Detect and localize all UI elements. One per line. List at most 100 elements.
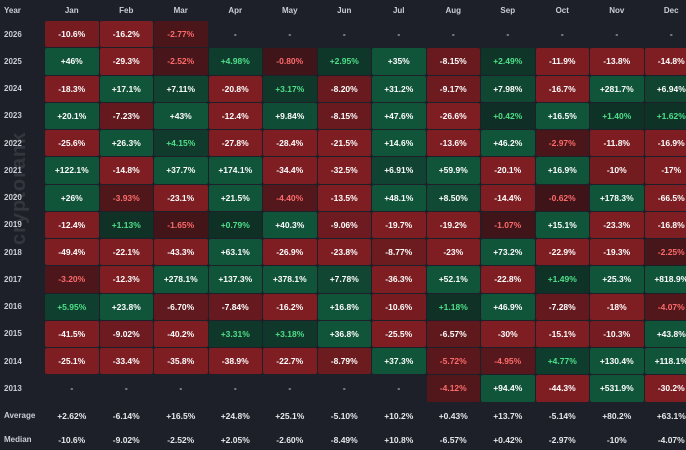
heatmap-cell[interactable]: +2.49% [481,48,535,74]
heatmap-cell[interactable]: -3.20% [45,266,99,292]
heatmap-cell[interactable]: +281.7% [590,76,644,102]
heatmap-cell[interactable]: -36.3% [372,266,426,292]
heatmap-cell[interactable]: +40.3% [263,212,317,238]
heatmap-cell[interactable]: +23.8% [100,294,154,320]
heatmap-cell[interactable]: -16.2% [263,294,317,320]
heatmap-cell[interactable]: +174.1% [209,157,263,183]
heatmap-cell[interactable]: -3.93% [100,185,154,211]
heatmap-cell[interactable]: +7.98% [481,76,535,102]
heatmap-cell[interactable]: -2.25% [645,239,686,265]
heatmap-cell[interactable]: -14.8% [645,48,686,74]
heatmap-cell[interactable]: - [154,375,208,401]
heatmap-cell[interactable]: - [372,375,426,401]
heatmap-cell[interactable]: -26.6% [427,103,481,129]
heatmap-cell[interactable]: +1.18% [427,294,481,320]
heatmap-cell[interactable]: -8.77% [372,239,426,265]
heatmap-cell[interactable]: -20.1% [481,157,535,183]
heatmap-cell[interactable]: -33.4% [100,348,154,374]
heatmap-cell[interactable]: -0.80% [263,48,317,74]
heatmap-cell[interactable]: +178.3% [590,185,644,211]
heatmap-cell[interactable]: +378.1% [263,266,317,292]
heatmap-cell[interactable]: -20.8% [209,76,263,102]
heatmap-cell[interactable]: -22.7% [263,348,317,374]
heatmap-cell[interactable]: -38.9% [209,348,263,374]
heatmap-cell[interactable]: -10.6% [45,21,99,47]
heatmap-cell[interactable]: -6.57% [427,321,481,347]
heatmap-cell[interactable]: +73.2% [481,239,535,265]
heatmap-cell[interactable]: +3.18% [263,321,317,347]
heatmap-cell[interactable]: - [481,21,535,47]
heatmap-cell[interactable]: -16.8% [645,212,686,238]
heatmap-cell[interactable]: -9.06% [318,212,372,238]
heatmap-cell[interactable]: +9.84% [263,103,317,129]
heatmap-cell[interactable]: - [372,21,426,47]
heatmap-cell[interactable]: +46.2% [481,130,535,156]
heatmap-cell[interactable]: +15.1% [536,212,590,238]
heatmap-cell[interactable]: -4.95% [481,348,535,374]
heatmap-cell[interactable]: -7.23% [100,103,154,129]
heatmap-cell[interactable]: -22.9% [536,239,590,265]
heatmap-cell[interactable]: -19.2% [427,212,481,238]
heatmap-cell[interactable]: - [209,375,263,401]
heatmap-cell[interactable]: +36.8% [318,321,372,347]
heatmap-cell[interactable]: -9.02% [100,321,154,347]
heatmap-cell[interactable]: +531.9% [590,375,644,401]
heatmap-cell[interactable]: +8.50% [427,185,481,211]
heatmap-cell[interactable]: -4.07% [645,294,686,320]
heatmap-cell[interactable]: +94.4% [481,375,535,401]
heatmap-cell[interactable]: -27.8% [209,130,263,156]
heatmap-cell[interactable]: - [590,21,644,47]
heatmap-cell[interactable]: -29.3% [100,48,154,74]
heatmap-cell[interactable]: -44.3% [536,375,590,401]
heatmap-cell[interactable]: -14.4% [481,185,535,211]
heatmap-cell[interactable]: - [263,375,317,401]
heatmap-cell[interactable]: -2.97% [536,130,590,156]
heatmap-cell[interactable]: -25.1% [45,348,99,374]
heatmap-cell[interactable]: -10.6% [372,294,426,320]
heatmap-cell[interactable]: -28.4% [263,130,317,156]
heatmap-cell[interactable]: +137.3% [209,266,263,292]
heatmap-cell[interactable]: +4.15% [154,130,208,156]
heatmap-cell[interactable]: -22.8% [481,266,535,292]
heatmap-cell[interactable]: +59.9% [427,157,481,183]
heatmap-cell[interactable]: -8.15% [427,48,481,74]
heatmap-cell[interactable]: -30% [481,321,535,347]
heatmap-cell[interactable]: -2.52% [154,48,208,74]
heatmap-cell[interactable]: +43.8% [645,321,686,347]
heatmap-cell[interactable]: - [45,375,99,401]
heatmap-cell[interactable]: +16.9% [536,157,590,183]
heatmap-cell[interactable]: -40.2% [154,321,208,347]
heatmap-cell[interactable]: -12.4% [209,103,263,129]
heatmap-cell[interactable]: - [645,21,686,47]
heatmap-cell[interactable]: -4.12% [427,375,481,401]
heatmap-cell[interactable]: - [536,21,590,47]
heatmap-cell[interactable]: +35% [372,48,426,74]
heatmap-cell[interactable]: - [427,21,481,47]
heatmap-cell[interactable]: -25.5% [372,321,426,347]
heatmap-cell[interactable]: -10.3% [590,321,644,347]
heatmap-cell[interactable]: -23.8% [318,239,372,265]
heatmap-cell[interactable]: +3.17% [263,76,317,102]
heatmap-cell[interactable]: +818.9% [645,266,686,292]
heatmap-cell[interactable]: -13.8% [590,48,644,74]
heatmap-cell[interactable]: +4.98% [209,48,263,74]
heatmap-cell[interactable]: +1.49% [536,266,590,292]
heatmap-cell[interactable]: +0.79% [209,212,263,238]
heatmap-cell[interactable]: +26.3% [100,130,154,156]
heatmap-cell[interactable]: - [209,21,263,47]
heatmap-cell[interactable]: +43% [154,103,208,129]
heatmap-cell[interactable]: +25.3% [590,266,644,292]
heatmap-cell[interactable]: +48.1% [372,185,426,211]
heatmap-cell[interactable]: +37.7% [154,157,208,183]
heatmap-cell[interactable]: -34.4% [263,157,317,183]
heatmap-cell[interactable]: +5.95% [45,294,99,320]
heatmap-cell[interactable]: -4.40% [263,185,317,211]
heatmap-cell[interactable]: -8.20% [318,76,372,102]
heatmap-cell[interactable]: +7.11% [154,76,208,102]
heatmap-cell[interactable]: -22.1% [100,239,154,265]
heatmap-cell[interactable]: -16.7% [536,76,590,102]
heatmap-cell[interactable]: +0.42% [481,103,535,129]
heatmap-cell[interactable]: +1.62% [645,103,686,129]
heatmap-cell[interactable]: -18.3% [45,76,99,102]
heatmap-cell[interactable]: -66.5% [645,185,686,211]
